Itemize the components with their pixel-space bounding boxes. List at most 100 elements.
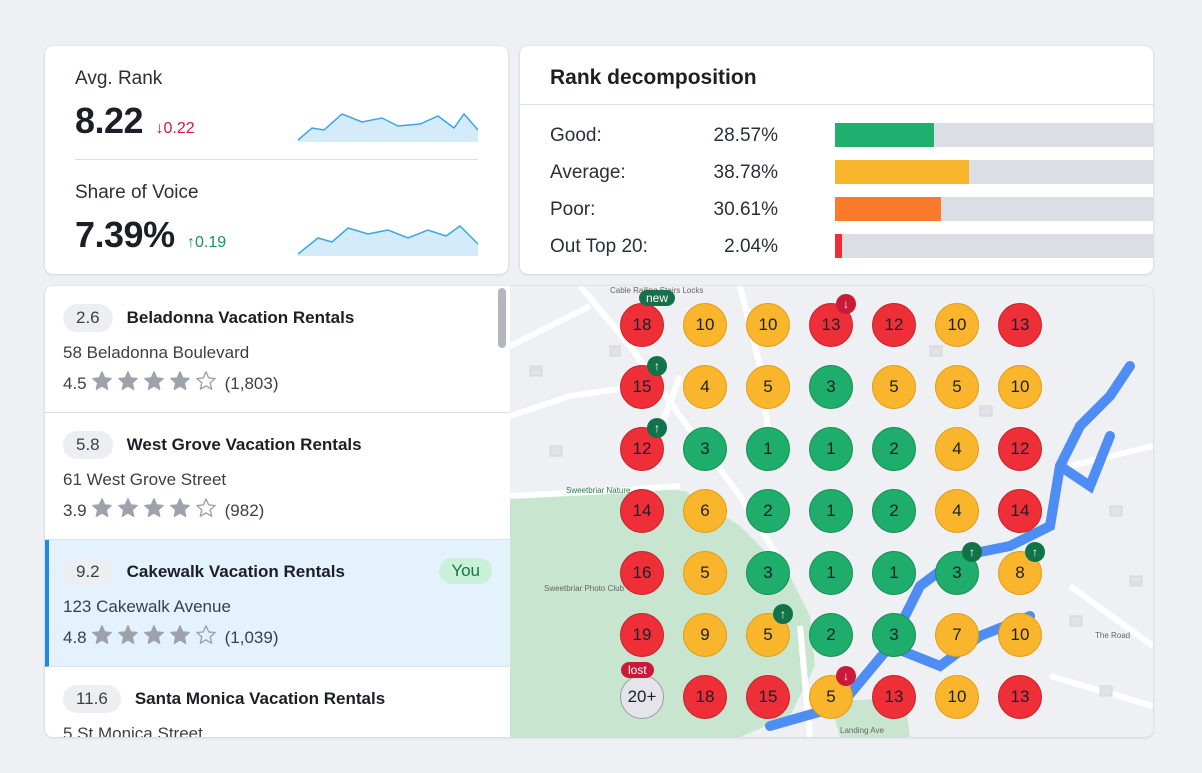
rank-pin[interactable]: 13 xyxy=(872,675,916,719)
rank-pin[interactable]: 5 xyxy=(872,365,916,409)
rank-pin[interactable]: 18 new xyxy=(620,290,676,347)
rank-pin[interactable]: 10 xyxy=(998,613,1042,657)
rank-pin-value: 14 xyxy=(632,501,652,520)
star-icon xyxy=(117,624,143,651)
rank-pin[interactable]: 5 xyxy=(746,365,790,409)
list-scrollbar[interactable] xyxy=(498,288,506,348)
rank-pin[interactable]: 1 xyxy=(809,427,853,471)
business-name: Cakewalk Vacation Rentals xyxy=(126,562,345,581)
rank-pin[interactable]: 18 xyxy=(683,675,727,719)
rank-pin[interactable]: 5 ↑ xyxy=(746,604,793,657)
rank-pin[interactable]: 4 xyxy=(935,489,979,533)
decomposition-bar-fill xyxy=(835,234,843,258)
rank-pin-value: 1 xyxy=(826,501,836,520)
rank-pin[interactable]: 1 xyxy=(746,427,790,471)
rank-pin[interactable]: 2 xyxy=(872,427,916,471)
rank-pin[interactable]: 2 xyxy=(872,489,916,533)
avg-rank-delta: ↓0.22 xyxy=(155,120,195,137)
rank-pin[interactable]: 16 xyxy=(620,551,664,595)
rank-pin[interactable]: 13 ↓ xyxy=(809,294,856,347)
rank-pin[interactable]: 1 xyxy=(809,551,853,595)
business-address: 58 Beladonna Boulevard xyxy=(63,343,250,362)
rank-pin[interactable]: 10 xyxy=(935,303,979,347)
map-label-landing-ave: Landing Ave xyxy=(840,726,884,735)
rank-pin[interactable]: 7 xyxy=(935,613,979,657)
rank-pin-value: 4 xyxy=(952,501,962,520)
business-address: 61 West Grove Street xyxy=(63,470,227,489)
rank-decomposition-card: Rank decomposition Good: 28.57% Average: 38… xyxy=(520,46,1153,274)
rank-pin[interactable]: 14 xyxy=(998,489,1042,533)
rank-pin[interactable]: 10 xyxy=(935,675,979,719)
listings-map-card: 2.6 Beladonna Vacation Rentals 58 Beladonn… xyxy=(45,286,1153,737)
avg-rank-metric: Avg. Rank 8.22 ↓0.22 xyxy=(75,68,478,142)
rank-pin[interactable]: 3 xyxy=(683,427,727,471)
rank-pin[interactable]: 12 ↑ xyxy=(620,418,667,471)
decomposition-row: Average: 38.78% xyxy=(550,160,1153,184)
decomposition-divider xyxy=(520,104,1153,105)
star-icon xyxy=(143,370,169,397)
rank-pin-value: 13 xyxy=(821,315,841,334)
rank-pin-value: 10 xyxy=(695,315,715,334)
rank-pin-value: 10 xyxy=(947,687,967,706)
you-badge: You xyxy=(439,558,492,584)
rank-pin[interactable]: 15 xyxy=(746,675,790,719)
rating-stars xyxy=(91,624,221,651)
review-count: (982) xyxy=(224,500,265,520)
rank-grid-map[interactable]: Cable Railing Stairs Locks Sweetbriar Na… xyxy=(510,286,1153,737)
list-item-header: 5.8 West Grove Vacation Rentals xyxy=(63,431,362,459)
rank-pin[interactable]: 14 xyxy=(620,489,664,533)
list-item-header: 11.6 Santa Monica Vacation Rentals xyxy=(63,685,385,713)
business-rating: 3.9 (982) xyxy=(63,497,264,524)
rank-pin[interactable]: 3 ↑ xyxy=(935,542,982,595)
rank-pin[interactable]: 12 xyxy=(998,427,1042,471)
rank-pin[interactable]: 8 ↑ xyxy=(998,542,1045,595)
rating-stars xyxy=(91,497,221,524)
rank-pin[interactable]: 4 xyxy=(683,365,727,409)
rank-pin[interactable]: 19 xyxy=(620,613,664,657)
share-of-voice-delta: ↑0.19 xyxy=(187,234,227,251)
rank-pin[interactable]: 10 xyxy=(683,303,727,347)
rank-pin[interactable]: 3 xyxy=(872,613,916,657)
rank-pin[interactable]: 10 xyxy=(998,365,1042,409)
decomposition-label: Out Top 20: xyxy=(550,236,648,257)
star-icon xyxy=(169,370,195,397)
rank-pin[interactable]: 10 xyxy=(746,303,790,347)
map-label-the-road: The Road xyxy=(1095,631,1131,640)
list-item[interactable]: 5.8 West Grove Vacation Rentals 61 West Gr… xyxy=(45,413,510,540)
list-item[interactable]: 11.6 Santa Monica Vacation Rentals 5 St Mo… xyxy=(45,667,510,737)
decomposition-bar-track xyxy=(835,123,1153,147)
rank-pin[interactable]: 3 xyxy=(746,551,790,595)
rank-pin-value: 16 xyxy=(632,563,652,582)
decomposition-label: Poor: xyxy=(550,199,596,220)
rank-pin-value: 5 xyxy=(952,377,962,396)
star-icon xyxy=(169,624,195,651)
rank-pin[interactable]: 13 xyxy=(998,303,1042,347)
rank-pin[interactable]: 1 xyxy=(872,551,916,595)
rank-pin-value: 12 xyxy=(884,315,904,334)
rank-pin[interactable]: 4 xyxy=(935,427,979,471)
listings-list[interactable]: 2.6 Beladonna Vacation Rentals 58 Beladonn… xyxy=(45,286,510,737)
star-icon xyxy=(117,370,143,397)
list-item[interactable]: 2.6 Beladonna Vacation Rentals 58 Beladonn… xyxy=(45,286,510,413)
rank-pin[interactable]: 20+ lost xyxy=(620,662,664,719)
review-count: (1,803) xyxy=(224,373,279,393)
rating-value: 4.8 xyxy=(63,627,87,647)
rank-pin-value: 15 xyxy=(632,377,652,396)
rank-pin[interactable]: 13 xyxy=(998,675,1042,719)
rank-pin[interactable]: 6 xyxy=(683,489,727,533)
rank-pin[interactable]: 5 xyxy=(935,365,979,409)
rank-pin-value: 5 xyxy=(826,687,836,706)
rank-pin[interactable]: 2 xyxy=(809,613,853,657)
rank-pin[interactable]: 15 ↑ xyxy=(620,356,667,409)
rank-pin[interactable]: 3 xyxy=(809,365,853,409)
decomposition-bar-track xyxy=(835,234,1153,258)
business-rating: 4.8 (1,039) xyxy=(63,624,279,651)
rank-pin[interactable]: 1 xyxy=(809,489,853,533)
arrow-up-icon: ↑ xyxy=(773,604,793,624)
rank-pin[interactable]: 9 xyxy=(683,613,727,657)
rank-pin[interactable]: 5 ↓ xyxy=(809,666,856,719)
list-item[interactable]: 9.2 Cakewalk Vacation Rentals 123 Cakewalk… xyxy=(45,540,510,667)
rank-pin[interactable]: 2 xyxy=(746,489,790,533)
rank-pin[interactable]: 5 xyxy=(683,551,727,595)
rank-pin[interactable]: 12 xyxy=(872,303,916,347)
